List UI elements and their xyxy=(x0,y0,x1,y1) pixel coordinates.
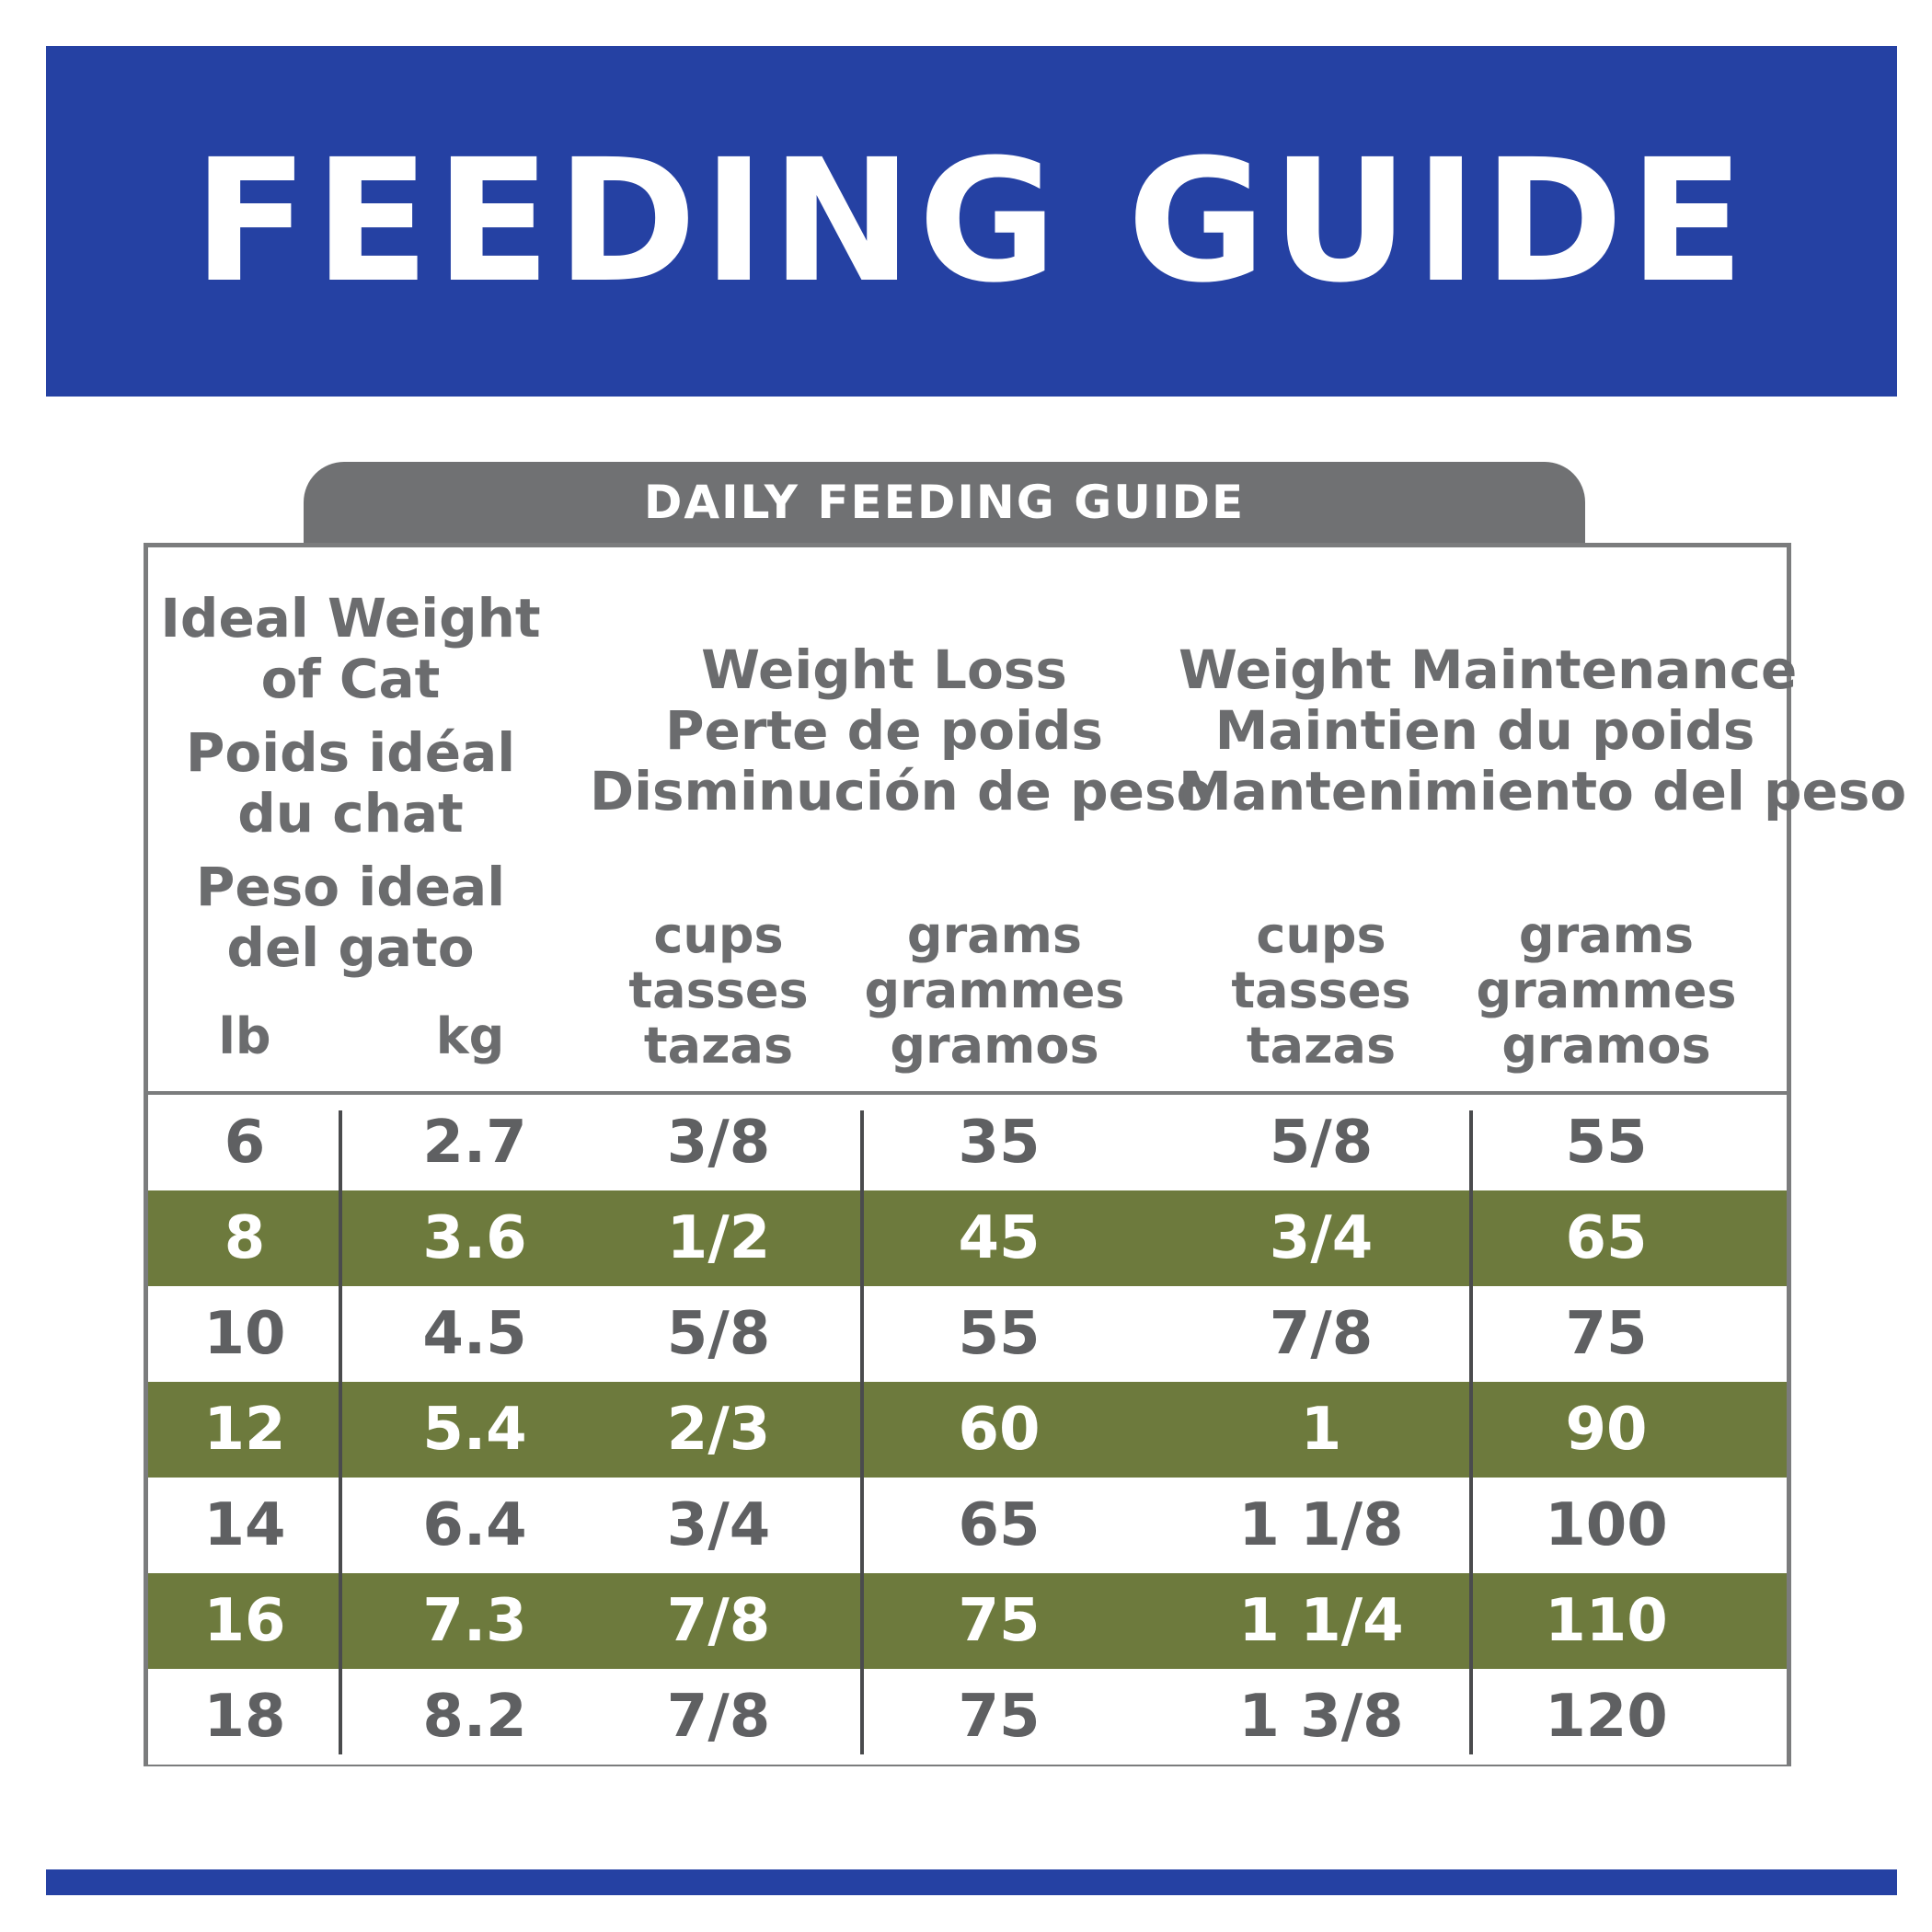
cell-kg: 4.5 xyxy=(422,1300,527,1368)
header-ideal-weight-line: Peso ideal xyxy=(195,856,506,918)
cell-kg: 2.7 xyxy=(422,1109,527,1177)
cell-kg: 3.6 xyxy=(422,1204,527,1272)
cell-maint-cups: 7/8 xyxy=(1269,1300,1374,1368)
cell-lb: 14 xyxy=(203,1491,286,1559)
header-loss-grams-line: grammes xyxy=(864,961,1125,1019)
header-ideal-weight-line: del gato xyxy=(226,916,475,979)
bottom-bar xyxy=(46,1869,1897,1895)
daily-feeding-guide-tab: DAILY FEEDING GUIDE xyxy=(304,462,1585,543)
cell-loss-cups: 7/8 xyxy=(666,1683,771,1751)
cell-lb: 16 xyxy=(203,1587,286,1655)
cell-loss-grams: 35 xyxy=(958,1109,1041,1177)
cell-loss-grams: 55 xyxy=(958,1300,1041,1368)
table-row: 12 5.4 2/3 60 1 90 xyxy=(148,1382,1787,1478)
header-ideal-weight-line: du chat xyxy=(237,782,464,845)
column-divider xyxy=(1469,1110,1473,1754)
header-ideal-weight-line: of Cat xyxy=(260,648,441,710)
header-weight-maintenance-line: Mantenimiento del peso xyxy=(1179,760,1907,822)
cell-maint-grams: 110 xyxy=(1545,1587,1668,1655)
header-maint-grams-line: gramos xyxy=(1501,1017,1711,1075)
cell-loss-cups: 2/3 xyxy=(666,1396,771,1464)
panel-title: DAILY FEEDING GUIDE xyxy=(643,476,1246,529)
cell-kg: 7.3 xyxy=(422,1587,527,1655)
header-ideal-weight-line: Poids idéal xyxy=(185,721,516,784)
cell-loss-grams: 65 xyxy=(958,1491,1041,1559)
cell-lb: 12 xyxy=(203,1396,286,1464)
table-row: 18 8.2 7/8 75 1 3/8 120 xyxy=(148,1669,1787,1765)
table-row: 6 2.7 3/8 35 5/8 55 xyxy=(148,1095,1787,1190)
header-weight-maintenance-line: Maintien du poids xyxy=(1214,699,1755,762)
cell-loss-cups: 3/8 xyxy=(666,1109,771,1177)
cell-maint-cups: 1 1/8 xyxy=(1238,1491,1404,1559)
cell-loss-cups: 1/2 xyxy=(666,1204,771,1272)
table-row: 8 3.6 1/2 45 3/4 65 xyxy=(148,1190,1787,1286)
header-maint-cups-line: cups xyxy=(1256,906,1386,964)
header-loss-grams-line: grams xyxy=(906,906,1083,964)
cell-lb: 6 xyxy=(224,1109,266,1177)
header-loss-grams-line: gramos xyxy=(890,1017,1099,1075)
header-loss-cups-line: tazas xyxy=(643,1017,794,1075)
column-divider xyxy=(339,1110,342,1754)
header-maint-cups-line: tasses xyxy=(1231,961,1411,1019)
table-row: 16 7.3 7/8 75 1 1/4 110 xyxy=(148,1573,1787,1669)
header-kg: kg xyxy=(435,1007,505,1065)
table-body: 6 2.7 3/8 35 5/8 55 8 3.6 1/2 45 3/4 65 … xyxy=(148,1095,1787,1765)
cell-kg: 8.2 xyxy=(422,1683,527,1751)
cell-loss-grams: 75 xyxy=(958,1683,1041,1751)
header-weight-maintenance-line: Weight Maintenance xyxy=(1179,638,1798,701)
header-loss-cups-line: tasses xyxy=(628,961,809,1019)
cell-maint-cups: 1 3/8 xyxy=(1238,1683,1404,1751)
feeding-guide-banner: FEEDING GUIDE xyxy=(46,46,1897,397)
header-loss-cups-line: cups xyxy=(653,906,784,964)
cell-maint-cups: 3/4 xyxy=(1269,1204,1374,1272)
header-maint-grams-line: grams xyxy=(1518,906,1695,964)
cell-maint-cups: 5/8 xyxy=(1269,1109,1374,1177)
cell-loss-grams: 60 xyxy=(958,1396,1041,1464)
cell-maint-grams: 120 xyxy=(1545,1683,1668,1751)
feeding-table: Ideal Weight of Cat Poids idéal du chat … xyxy=(144,543,1906,1766)
column-divider xyxy=(860,1110,864,1754)
cell-lb: 10 xyxy=(203,1300,286,1368)
cell-maint-grams: 55 xyxy=(1565,1109,1648,1177)
cell-kg: 6.4 xyxy=(422,1491,527,1559)
cell-lb: 8 xyxy=(224,1204,266,1272)
banner-title: FEEDING GUIDE xyxy=(192,122,1751,320)
cell-maint-grams: 65 xyxy=(1565,1204,1648,1272)
cell-maint-grams: 75 xyxy=(1565,1300,1648,1368)
table-header: Ideal Weight of Cat Poids idéal du chat … xyxy=(148,547,1906,1095)
cell-loss-cups: 7/8 xyxy=(666,1587,771,1655)
header-maint-grams-line: grammes xyxy=(1476,961,1737,1019)
cell-maint-cups: 1 1/4 xyxy=(1238,1587,1404,1655)
header-weight-loss-line: Disminución de peso xyxy=(590,760,1213,822)
header-weight-loss-line: Perte de poids xyxy=(664,699,1104,762)
table-row: 10 4.5 5/8 55 7/8 75 xyxy=(148,1286,1787,1382)
cell-maint-grams: 100 xyxy=(1545,1491,1668,1559)
cell-loss-grams: 45 xyxy=(958,1204,1041,1272)
cell-loss-cups: 3/4 xyxy=(666,1491,771,1559)
header-weight-loss-line: Weight Loss xyxy=(701,638,1067,701)
cell-loss-cups: 5/8 xyxy=(666,1300,771,1368)
header-lb: lb xyxy=(218,1007,271,1065)
cell-kg: 5.4 xyxy=(422,1396,527,1464)
header-ideal-weight-line: Ideal Weight xyxy=(160,587,541,650)
cell-lb: 18 xyxy=(203,1683,286,1751)
cell-maint-cups: 1 xyxy=(1300,1396,1342,1464)
cell-loss-grams: 75 xyxy=(958,1587,1041,1655)
header-maint-cups-line: tazas xyxy=(1246,1017,1397,1075)
table-row: 14 6.4 3/4 65 1 1/8 100 xyxy=(148,1478,1787,1573)
cell-maint-grams: 90 xyxy=(1565,1396,1648,1464)
